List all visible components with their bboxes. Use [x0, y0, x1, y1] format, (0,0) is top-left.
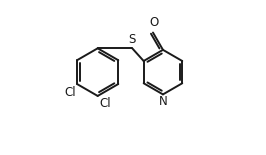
Text: Cl: Cl — [64, 86, 76, 99]
Text: N: N — [159, 95, 167, 108]
Text: S: S — [128, 33, 136, 46]
Text: O: O — [149, 16, 158, 29]
Text: Cl: Cl — [99, 97, 111, 111]
